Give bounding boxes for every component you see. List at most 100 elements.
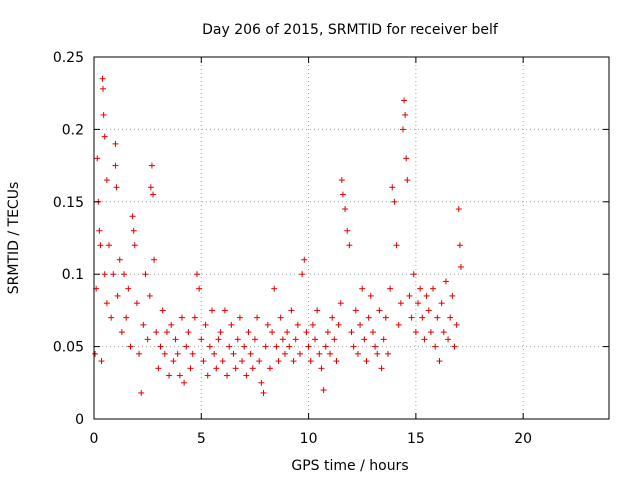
- data-point: [200, 358, 207, 365]
- grid-layer: [94, 57, 609, 419]
- data-point: [363, 358, 370, 365]
- data-point: [378, 365, 385, 372]
- data-point: [130, 227, 137, 234]
- data-point: [421, 336, 428, 343]
- data-point: [314, 307, 321, 314]
- y-tick-label: 0.1: [62, 267, 84, 283]
- data-point: [417, 285, 424, 292]
- data-point: [453, 321, 460, 328]
- data-point: [301, 256, 308, 263]
- data-point: [176, 372, 183, 379]
- data-point: [350, 343, 357, 350]
- data-point: [299, 271, 306, 278]
- data-point: [277, 314, 284, 321]
- data-point: [185, 329, 192, 336]
- data-point: [254, 314, 261, 321]
- data-point: [423, 292, 430, 299]
- data-point: [256, 358, 263, 365]
- data-point: [103, 177, 110, 184]
- data-point: [99, 75, 106, 82]
- data-point: [217, 329, 224, 336]
- data-point: [187, 365, 194, 372]
- data-point: [148, 162, 155, 169]
- data-point: [348, 329, 355, 336]
- y-tick-label: 0: [75, 412, 84, 428]
- data-point: [196, 285, 203, 292]
- data-point: [155, 365, 162, 372]
- data-point: [258, 379, 265, 386]
- data-point: [146, 292, 153, 299]
- data-point: [372, 343, 379, 350]
- data-point: [136, 350, 143, 357]
- data-point: [125, 285, 132, 292]
- x-tick-label: 0: [90, 431, 99, 447]
- data-point: [455, 206, 462, 213]
- data-point: [430, 285, 437, 292]
- data-point: [204, 372, 211, 379]
- data-point: [112, 140, 119, 147]
- data-point: [333, 358, 340, 365]
- data-point: [410, 271, 417, 278]
- data-point: [194, 271, 200, 278]
- x-tick-label: 10: [300, 431, 318, 447]
- data-point: [224, 372, 231, 379]
- data-point: [140, 321, 147, 328]
- data-point: [393, 242, 400, 249]
- data-point: [365, 314, 372, 321]
- data-point: [329, 314, 336, 321]
- data-point: [331, 336, 338, 343]
- data-point: [445, 336, 452, 343]
- data-point: [335, 321, 342, 328]
- data-point: [129, 213, 136, 220]
- data-point: [168, 321, 175, 328]
- data-point: [108, 314, 115, 321]
- data-point: [442, 278, 449, 285]
- data-point: [198, 336, 205, 343]
- data-point: [451, 343, 458, 350]
- data-point: [408, 314, 415, 321]
- data-point: [290, 358, 297, 365]
- data-point: [209, 307, 216, 314]
- data-point: [150, 191, 157, 198]
- data-point: [369, 329, 376, 336]
- data-point: [245, 329, 252, 336]
- data-point: [221, 307, 228, 314]
- data-point: [133, 300, 140, 307]
- data-point: [142, 271, 149, 278]
- data-point: [397, 300, 404, 307]
- data-point: [320, 387, 327, 394]
- data-point: [159, 307, 166, 314]
- data-point: [440, 329, 447, 336]
- data-point: [339, 191, 346, 198]
- chart-title: Day 206 of 2015, SRMTID for receiver bel…: [202, 22, 499, 38]
- data-point: [288, 307, 295, 314]
- data-point: [97, 242, 104, 249]
- data-point: [103, 300, 110, 307]
- data-point: [352, 307, 359, 314]
- data-point: [432, 343, 439, 350]
- data-point: [391, 198, 398, 205]
- data-point: [138, 389, 145, 396]
- y-tick-label: 0.25: [53, 50, 84, 66]
- y-axis-label: SRMTID / TECUs: [6, 182, 22, 295]
- data-point: [251, 336, 258, 343]
- data-point: [275, 358, 282, 365]
- data-point: [303, 329, 310, 336]
- data-point: [247, 350, 254, 357]
- data-point: [359, 285, 366, 292]
- data-point: [206, 343, 213, 350]
- data-point: [228, 321, 235, 328]
- data-point: [183, 343, 190, 350]
- data-point: [121, 271, 128, 278]
- data-point: [131, 242, 138, 249]
- data-point: [239, 358, 246, 365]
- data-point: [241, 343, 248, 350]
- data-point: [118, 329, 125, 336]
- data-point: [110, 271, 117, 278]
- data-point: [338, 177, 345, 184]
- ticks-layer: 0 5 10 15 20 0 0.05 0.1 0.15 0.2 0.25: [53, 50, 609, 447]
- data-point: [163, 329, 170, 336]
- data-point: [100, 111, 107, 118]
- data-point: [382, 314, 389, 321]
